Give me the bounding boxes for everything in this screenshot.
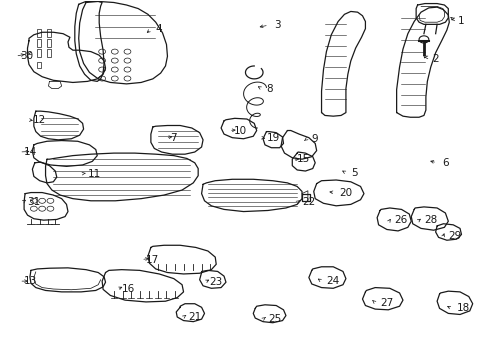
Bar <box>47 30 51 37</box>
Text: 21: 21 <box>188 312 201 322</box>
Text: 7: 7 <box>170 133 177 143</box>
Text: 13: 13 <box>24 276 37 286</box>
Text: 24: 24 <box>326 276 339 286</box>
Text: 26: 26 <box>394 215 407 225</box>
Bar <box>47 49 51 57</box>
Text: 25: 25 <box>267 314 281 324</box>
Text: 15: 15 <box>297 154 310 164</box>
Text: 4: 4 <box>156 24 162 35</box>
Text: 14: 14 <box>24 147 37 157</box>
Text: 29: 29 <box>447 231 461 240</box>
Text: 17: 17 <box>146 255 159 265</box>
Text: 27: 27 <box>379 298 392 308</box>
Text: 16: 16 <box>122 284 135 294</box>
Text: 9: 9 <box>311 134 318 144</box>
Text: 10: 10 <box>233 126 246 135</box>
Bar <box>37 62 41 68</box>
Text: 19: 19 <box>266 133 279 143</box>
Bar <box>37 49 41 57</box>
Text: 11: 11 <box>87 168 101 179</box>
Text: 1: 1 <box>457 17 464 27</box>
Text: 23: 23 <box>209 277 222 287</box>
Bar <box>37 30 41 37</box>
Text: 8: 8 <box>266 84 272 94</box>
Text: 5: 5 <box>350 168 357 178</box>
Bar <box>47 40 51 47</box>
Text: 12: 12 <box>32 115 45 125</box>
Text: 18: 18 <box>456 303 469 314</box>
Text: 31: 31 <box>27 197 41 207</box>
Text: 28: 28 <box>423 215 436 225</box>
Text: 20: 20 <box>339 188 352 198</box>
Text: 3: 3 <box>273 20 280 30</box>
Bar <box>37 40 41 47</box>
Text: 6: 6 <box>441 158 447 168</box>
Text: 2: 2 <box>431 54 438 64</box>
Text: 22: 22 <box>302 197 315 207</box>
Text: 30: 30 <box>20 51 33 61</box>
